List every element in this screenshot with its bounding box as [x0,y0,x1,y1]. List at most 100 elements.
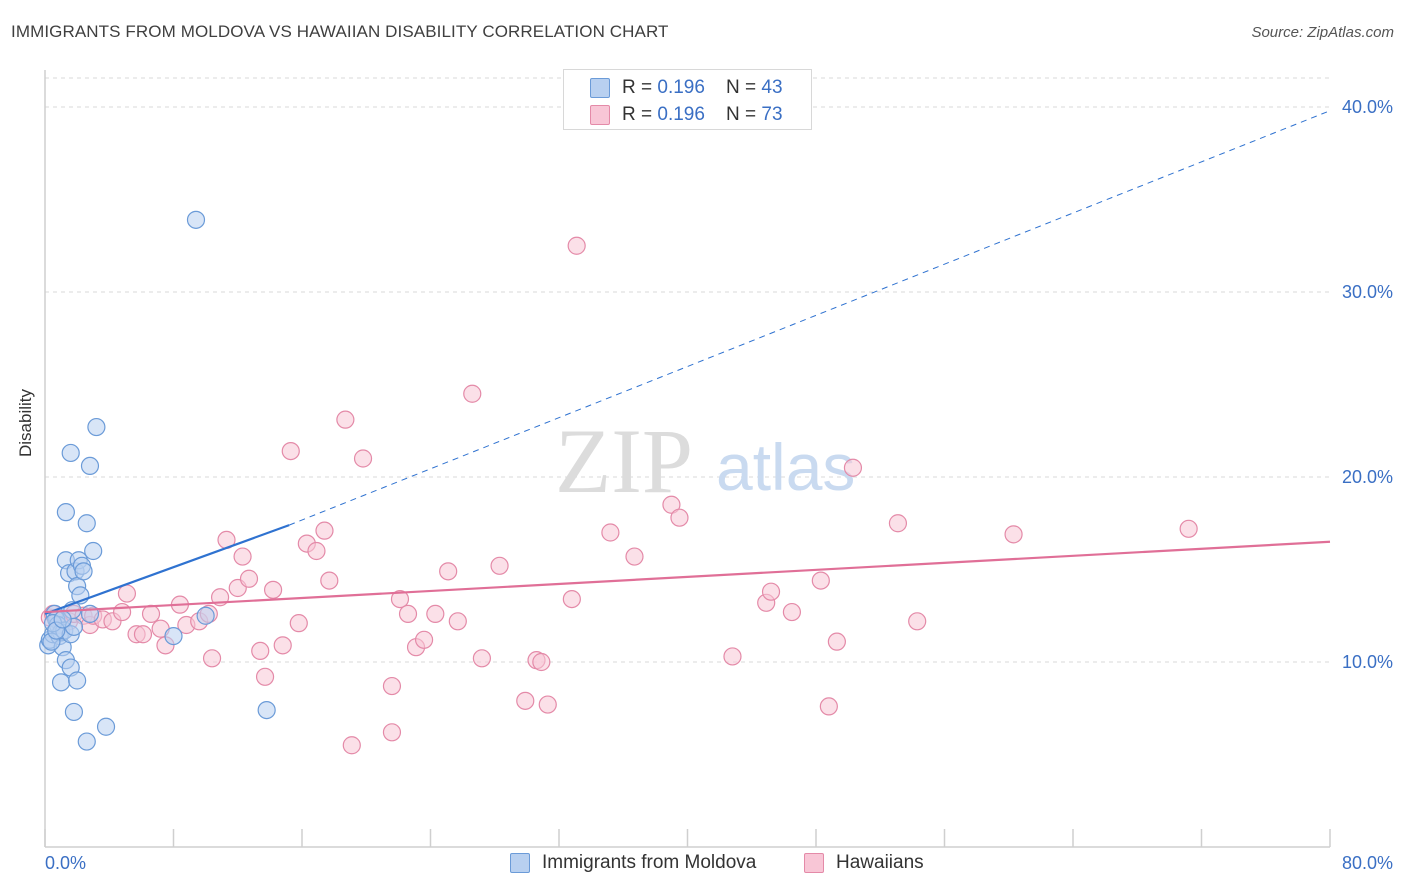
hawaiians-point [281,442,300,461]
hawaiians-point [723,647,742,666]
hawaiians-point [819,697,838,716]
moldova-point [164,626,183,646]
watermark: ZIP atlas [555,410,855,512]
tick-labels: 10.0% 20.0% 30.0% 40.0% 0.0% 80.0% [45,97,1393,873]
legend-hawaiians-text: R = 0.196 N = 73 [622,104,783,126]
moldova-point [186,210,206,229]
hawaiians-point [490,556,509,575]
hawaiians-point [112,602,132,622]
moldova-point [80,604,100,624]
hawaiians-point [255,667,275,686]
moldova-point [56,503,75,522]
axes [44,70,1331,848]
grid-lines [45,77,1330,663]
hawaiians-point [398,604,418,624]
hawaiians-point [251,641,270,661]
n-value: 43 [761,77,783,98]
hawaiians-point [239,569,259,588]
hawaiians-legend-swatch [804,853,824,873]
hawaiians-point [761,582,781,601]
moldova-legend-label: Immigrants from Moldova [542,852,757,873]
hawaiians-point [315,521,334,540]
hawaiians-point [463,384,482,403]
watermark-zip: ZIP [555,410,693,512]
correlation-legend: R = 0.196 N = 43 R = 0.196 N = 73 [563,69,812,130]
moldova-point [196,606,215,625]
hawaiians-point [538,695,557,714]
hawaiians-point [439,562,458,581]
r-label: R = [622,104,658,125]
x-tick-label-left: 0.0% [45,853,86,873]
r-label: R = [622,77,658,98]
hawaiians-point [532,652,551,672]
y-tick-label: 30.0% [1342,282,1393,302]
y-tick-label: 40.0% [1342,97,1393,117]
hawaiians-point [827,632,846,651]
hawaiians-trend-line [44,540,1331,614]
hawaiians-point [516,691,535,710]
hawaiians-point [342,736,361,755]
hawaiians-point [888,514,908,533]
hawaiians-point [908,612,927,631]
hawaiians-point [414,630,434,649]
hawaiians-point [662,495,681,514]
moldova-point [80,456,100,475]
hawaiians-point [472,649,491,668]
x-tick-label-right: 80.0% [1342,853,1393,873]
hawaiians-legend-label: Hawaiians [836,852,924,873]
moldova-point [68,671,87,690]
trend-lines [44,110,1331,615]
moldova-point [77,732,96,751]
hawaiians-point [289,614,308,633]
hawaiians-point [562,589,581,609]
n-label: N = [726,104,762,125]
moldova-point [87,417,106,437]
hawaiians-point [141,604,161,624]
hawaiians-point [233,547,252,566]
hawaiians-point [567,236,586,255]
hawaiians-point [382,723,402,742]
hawaiians-point [336,410,355,429]
moldova-point [61,443,80,463]
moldova-legend-swatch [510,853,530,873]
hawaiians-point [811,571,830,590]
moldova-point [53,610,72,629]
chart-title: IMMIGRANTS FROM MOLDOVA VS HAWAIIAN DISA… [11,22,669,41]
hawaiians-point [382,676,402,696]
watermark-atlas: atlas [716,430,855,504]
moldova-swatch [590,78,610,98]
hawaiians-point [353,449,373,468]
n-label: N = [726,77,762,98]
r-value: 0.196 [657,104,705,125]
y-tick-label: 20.0% [1342,467,1393,487]
hawaiians-point [426,604,445,624]
r-value: 0.196 [657,77,705,98]
n-value: 73 [761,104,783,125]
hawaiians-point [448,612,467,631]
moldova-point [74,562,93,581]
hawaiians-point [782,602,802,622]
hawaiians-point [117,584,137,603]
moldova-point [77,514,96,533]
hawaiians-point [843,458,863,477]
hawaiians-point [263,580,283,599]
y-tick-label: 10.0% [1342,652,1393,672]
moldova-point [96,717,116,736]
moldova-trend-line [44,524,290,615]
moldova-point [51,673,71,692]
moldova-point [64,702,84,722]
hawaiians-swatch [590,105,610,125]
hawaiians-point [625,547,644,566]
hawaiians-point [273,636,292,655]
legend-moldova-text: R = 0.196 N = 43 [622,77,783,99]
hawaiians-point [133,625,153,644]
hawaiians-point [390,589,410,609]
hawaiians-point [1179,519,1198,538]
moldova-point [84,541,103,561]
hawaiians-point [307,541,326,561]
source-label: Source: ZipAtlas.com [1251,24,1394,41]
hawaiians-point [670,508,689,527]
hawaiians-point [601,523,620,542]
hawaiians-point [320,571,339,590]
